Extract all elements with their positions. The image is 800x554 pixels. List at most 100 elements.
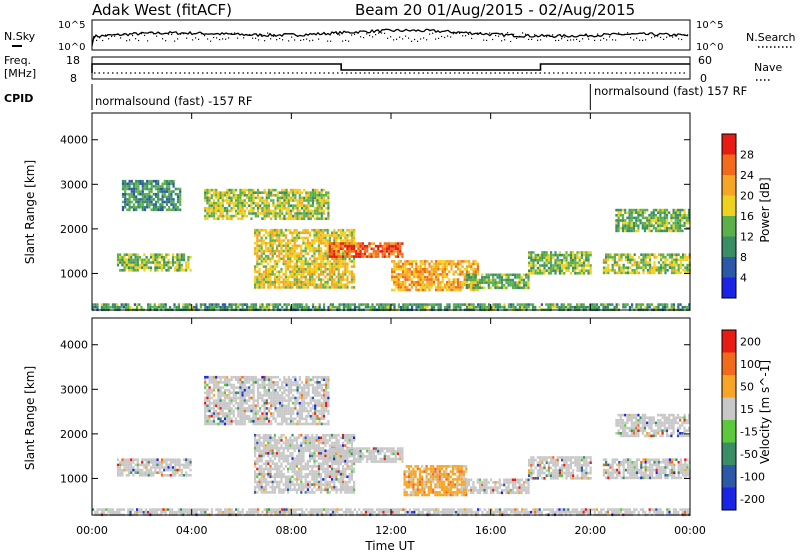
range-cell: [421, 286, 424, 289]
range-cell: [141, 198, 144, 201]
range-cell: [435, 273, 438, 276]
range-cell: [145, 468, 148, 472]
range-cell: [311, 422, 315, 426]
range-cell: [292, 420, 295, 423]
range-cell: [320, 209, 323, 213]
range-cell: [393, 278, 396, 281]
range-cell: [152, 208, 155, 212]
nsearch-point: [183, 33, 185, 35]
range-cell: [309, 407, 312, 410]
range-cell: [276, 191, 279, 194]
range-cell: [212, 401, 216, 405]
range-cell: [254, 228, 257, 232]
range-cell: [158, 463, 161, 467]
range-cell: [503, 286, 506, 290]
colorbar-tick-label: 20: [740, 190, 754, 203]
range-cell: [281, 188, 284, 192]
range-cell: [552, 266, 555, 270]
range-cell: [628, 224, 631, 227]
nsearch-point: [213, 36, 215, 39]
range-cell: [254, 404, 257, 408]
range-cell: [260, 283, 263, 287]
range-cell: [276, 399, 279, 402]
range-cell: [169, 458, 172, 461]
range-cell: [424, 275, 427, 279]
range-cell: [528, 269, 531, 272]
range-cell: [333, 270, 336, 274]
range-cell: [316, 388, 319, 392]
range-cell: [435, 286, 438, 289]
range-cell: [119, 261, 122, 264]
range-cell: [311, 260, 314, 263]
range-cell: [123, 468, 126, 472]
range-cell: [271, 257, 274, 261]
range-cell: [503, 305, 506, 309]
range-cell: [320, 214, 323, 218]
range-cell: [100, 303, 103, 306]
range-cell: [618, 253, 621, 256]
colorbar-segment: [722, 175, 736, 196]
range-cell: [296, 191, 299, 194]
range-cell: [687, 221, 691, 225]
range-cell: [611, 266, 614, 269]
range-cell: [307, 394, 310, 397]
range-cell: [267, 383, 271, 387]
range-cell: [149, 303, 152, 306]
range-cell: [627, 258, 630, 262]
range-cell: [295, 247, 298, 250]
range-cell: [395, 273, 398, 276]
range-cell: [208, 191, 211, 194]
range-cell: [239, 388, 242, 392]
range-cell: [139, 203, 142, 206]
range-cell: [149, 256, 153, 259]
range-cell: [147, 474, 150, 477]
range-cell: [289, 199, 293, 202]
range-cell: [156, 458, 159, 461]
range-cell: [335, 231, 338, 235]
range-cell: [234, 401, 238, 405]
freq-tick-top: 18: [66, 54, 80, 67]
range-cell: [145, 258, 148, 262]
range-cell: [574, 259, 577, 262]
range-cell: [346, 236, 349, 240]
range-cell: [274, 394, 277, 397]
range-cell: [232, 412, 235, 415]
range-cell: [660, 253, 663, 256]
range-cell: [212, 194, 216, 197]
range-cell: [632, 221, 636, 225]
range-cell: [289, 378, 293, 382]
range-cell: [145, 266, 148, 269]
range-cell: [172, 198, 175, 201]
noise-trace: [91, 28, 689, 47]
range-cell: [254, 414, 257, 418]
range-cell: [304, 231, 307, 235]
range-cell: [221, 303, 224, 306]
range-cell: [276, 280, 279, 284]
nsearch-point: [510, 40, 512, 43]
range-cell: [670, 214, 673, 217]
range-cell: [671, 266, 674, 269]
range-cell: [298, 305, 301, 309]
range-cell: [270, 217, 273, 220]
range-cell: [185, 269, 188, 272]
range-cell: [254, 247, 257, 250]
range-cell: [241, 383, 244, 387]
nsearch-point: [570, 39, 572, 41]
range-cell: [333, 286, 336, 289]
range-cell: [296, 422, 299, 426]
range-cell: [628, 227, 631, 230]
range-cell: [170, 190, 173, 193]
range-cell: [287, 217, 290, 220]
range-cell: [267, 196, 271, 200]
range-cell: [675, 253, 678, 256]
range-cell: [274, 409, 277, 413]
range-cell: [550, 269, 553, 272]
range-cell: [522, 281, 526, 284]
range-cell: [280, 244, 283, 248]
range-cell: [313, 228, 316, 232]
range-cell: [287, 409, 290, 413]
range-cell: [273, 249, 276, 253]
range-cell: [276, 231, 279, 235]
range-cell: [315, 283, 318, 287]
range-cell: [152, 471, 155, 474]
